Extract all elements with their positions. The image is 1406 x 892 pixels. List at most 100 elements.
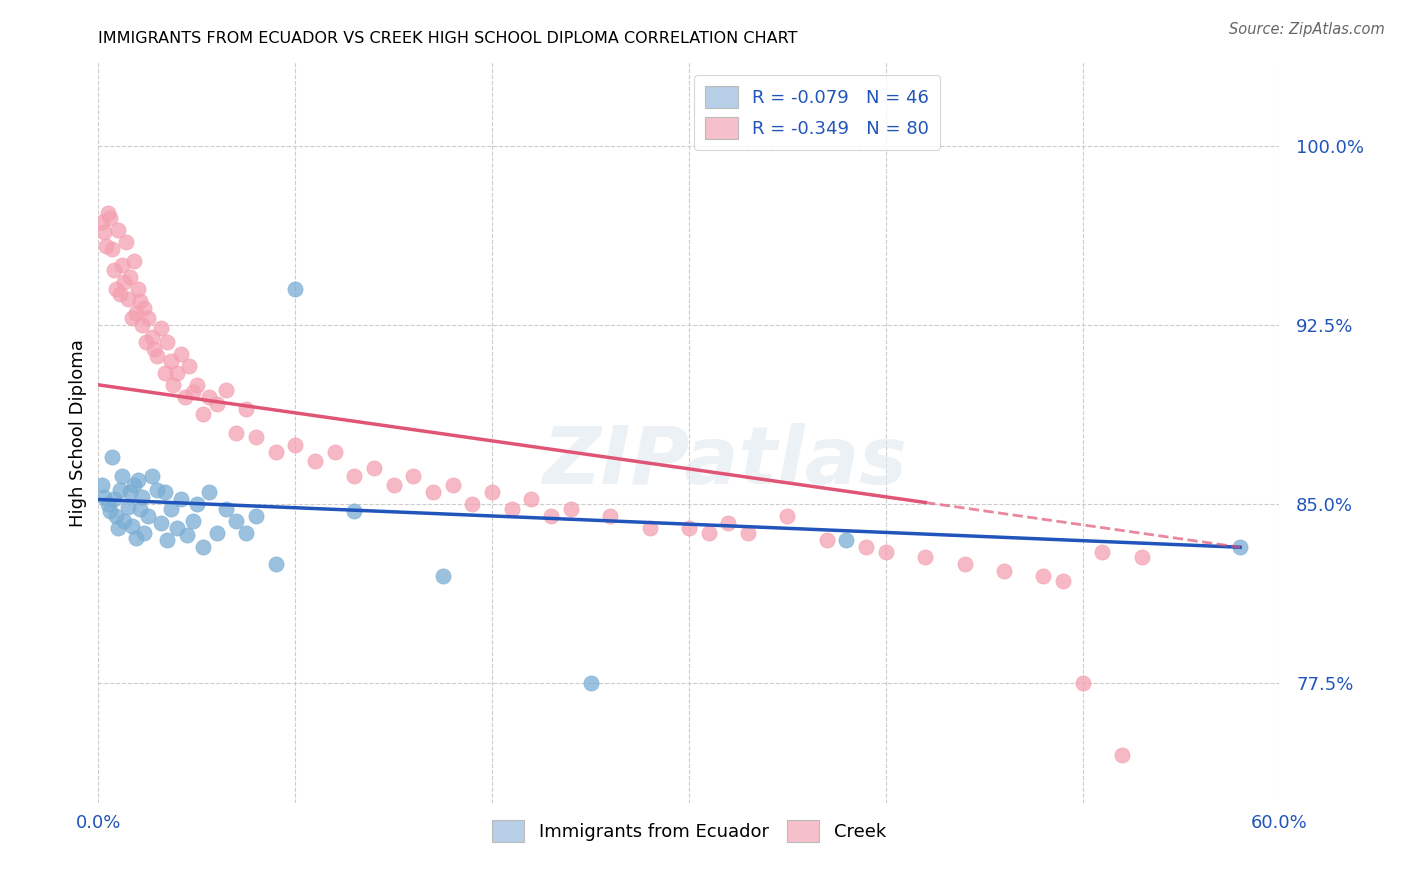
Point [141,468,163,483]
Point [122,478,145,492]
Point [205,525,228,540]
Point [264,444,287,458]
Point [97,206,120,220]
Point [197,485,219,500]
Point [363,461,385,475]
Point [776,509,799,524]
Point [697,525,720,540]
Point [155,485,177,500]
Point [132,301,155,316]
Point [181,514,204,528]
Point [225,425,247,440]
Point [737,525,759,540]
Point [304,454,326,468]
Point [215,383,238,397]
Point [264,557,287,571]
Point [170,347,193,361]
Point [150,516,173,531]
Point [170,492,193,507]
Point [501,502,523,516]
Point [422,485,444,500]
Point [93,225,115,239]
Point [105,509,128,524]
Point [105,282,128,296]
Point [131,490,153,504]
Point [245,509,267,524]
Point [875,545,897,559]
Point [160,502,183,516]
Point [225,514,247,528]
Point [91,215,114,229]
Point [112,514,135,528]
Point [141,330,163,344]
Point [136,310,159,325]
Point [1052,574,1074,588]
Point [107,222,129,236]
Point [323,444,346,458]
Point [128,502,150,516]
Point [131,318,153,333]
Point [93,490,115,504]
Point [914,549,936,564]
Point [98,504,121,518]
Point [717,516,740,531]
Point [197,390,219,404]
Point [560,502,582,516]
Point [111,259,134,273]
Point [135,334,157,349]
Point [186,377,208,392]
Point [205,397,228,411]
Point [343,504,366,518]
Point [142,342,165,356]
Point [1091,545,1114,559]
Point [481,485,503,500]
Point [101,242,124,256]
Point [993,564,1015,578]
Point [177,359,200,373]
Point [176,528,198,542]
Point [155,366,177,380]
Point [815,533,838,547]
Point [118,270,141,285]
Point [1229,541,1251,555]
Point [132,525,155,540]
Point [215,502,238,516]
Point [382,478,405,492]
Point [136,509,159,524]
Point [166,366,188,380]
Point [1032,569,1054,583]
Point [103,263,125,277]
Point [835,533,858,547]
Point [402,468,425,483]
Point [146,349,169,363]
Y-axis label: High School Diploma: High School Diploma [69,339,87,526]
Point [181,384,204,399]
Point [91,478,114,492]
Point [156,334,179,349]
Point [107,521,129,535]
Point [122,253,145,268]
Point [150,320,173,334]
Point [118,485,141,500]
Point [146,483,169,497]
Point [96,239,118,253]
Point [162,377,184,392]
Point [166,521,188,535]
Point [128,294,150,309]
Point [1130,549,1153,564]
Point [97,497,120,511]
Point [127,474,149,488]
Point [186,497,208,511]
Point [235,525,257,540]
Point [127,282,149,296]
Text: IMMIGRANTS FROM ECUADOR VS CREEK HIGH SCHOOL DIPLOMA CORRELATION CHART: IMMIGRANTS FROM ECUADOR VS CREEK HIGH SC… [98,31,799,46]
Point [579,676,602,690]
Legend: Immigrants from Ecuador, Creek: Immigrants from Ecuador, Creek [485,813,893,849]
Point [160,354,183,368]
Point [461,497,484,511]
Point [599,509,621,524]
Point [678,521,700,535]
Point [174,390,197,404]
Point [540,509,562,524]
Point [108,287,131,301]
